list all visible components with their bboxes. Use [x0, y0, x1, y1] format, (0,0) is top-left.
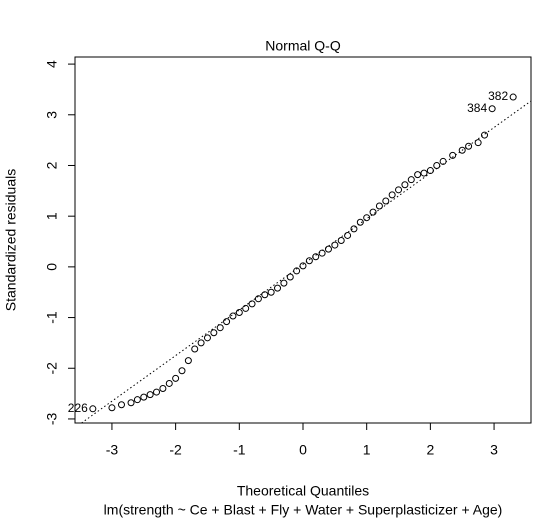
y-tick-label: 2 — [44, 161, 60, 169]
point-label: 384 — [467, 101, 487, 115]
point — [203, 334, 211, 342]
point — [369, 208, 377, 216]
point — [449, 151, 457, 159]
point — [426, 167, 434, 175]
y-tick-label: 4 — [44, 60, 60, 68]
y-tick-label: 1 — [44, 212, 60, 220]
y-tick-label: -3 — [44, 413, 60, 426]
point — [197, 339, 205, 347]
point — [191, 345, 199, 353]
point — [337, 237, 345, 245]
point — [165, 379, 173, 387]
point — [299, 262, 307, 270]
point — [356, 218, 364, 226]
point — [178, 367, 186, 375]
point — [401, 181, 409, 189]
point — [248, 300, 256, 308]
point — [108, 404, 116, 412]
point — [433, 161, 441, 169]
point — [318, 249, 326, 257]
point — [286, 273, 294, 281]
x-tick-label: 2 — [426, 442, 434, 458]
point — [481, 131, 489, 139]
point — [382, 197, 390, 205]
point — [488, 105, 496, 113]
point — [172, 374, 180, 382]
point — [324, 245, 332, 253]
point-label: 382 — [488, 89, 508, 103]
point — [414, 171, 422, 179]
y-axis-label: Standardized residuals — [3, 169, 19, 311]
x-tick-label: 3 — [490, 442, 498, 458]
y-tick-label: -1 — [44, 311, 60, 324]
point — [127, 399, 135, 407]
point — [305, 257, 313, 265]
point — [133, 396, 141, 404]
x-tick-label: -1 — [233, 442, 246, 458]
point — [509, 93, 517, 101]
x-axis-label: Theoretical Quantiles — [237, 483, 369, 499]
point — [267, 288, 275, 296]
point — [223, 318, 231, 326]
reference-line — [80, 100, 531, 423]
y-tick-label: -2 — [44, 362, 60, 375]
point — [375, 202, 383, 210]
point — [229, 312, 237, 320]
point — [363, 214, 371, 222]
point — [89, 405, 97, 413]
y-tick-label: 0 — [44, 263, 60, 271]
plot-frame — [74, 56, 532, 424]
point — [184, 357, 192, 365]
point — [146, 391, 154, 399]
x-tick-label: 0 — [299, 442, 307, 458]
point — [439, 157, 447, 165]
y-tick-label: 3 — [44, 111, 60, 119]
point — [458, 146, 466, 154]
point — [395, 186, 403, 194]
point — [331, 241, 339, 249]
x-tick-label: 1 — [363, 442, 371, 458]
subtitle: lm(strength ~ Ce + Blast + Fly + Water +… — [104, 502, 503, 518]
point — [274, 284, 282, 292]
point — [420, 169, 428, 177]
point — [474, 139, 482, 147]
point — [465, 142, 473, 150]
point — [293, 267, 301, 275]
x-tick-label: -2 — [169, 442, 182, 458]
point — [407, 176, 415, 184]
point — [350, 225, 358, 233]
point — [312, 253, 320, 261]
point — [153, 388, 161, 396]
point — [117, 401, 125, 409]
point — [140, 393, 148, 401]
x-tick-label: -3 — [106, 442, 119, 458]
point-label: 226 — [68, 401, 88, 415]
point — [254, 295, 262, 303]
point — [280, 279, 288, 287]
point — [261, 291, 269, 299]
point — [242, 304, 250, 312]
point — [235, 308, 243, 316]
point — [159, 385, 167, 393]
chart-title: Normal Q-Q — [265, 38, 341, 54]
point — [210, 329, 218, 337]
point — [216, 324, 224, 332]
point — [344, 231, 352, 239]
point — [388, 191, 396, 199]
